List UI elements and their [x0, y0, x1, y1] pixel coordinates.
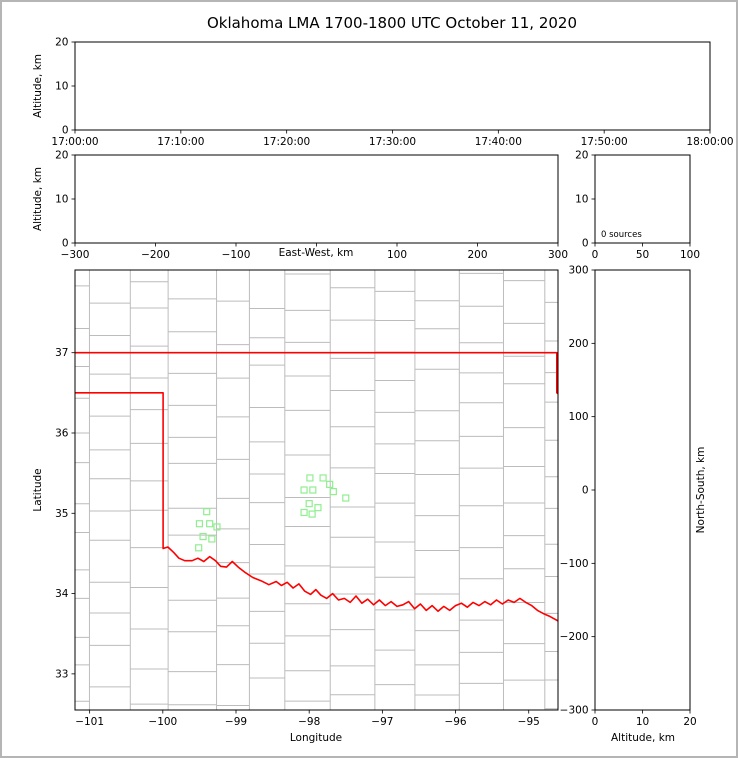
tick-label: 200 [568, 338, 588, 350]
tick-label: 33 [55, 668, 68, 680]
map-content [75, 270, 558, 710]
ns-height-xticks: 0 10 20 [592, 710, 697, 728]
histogram-xticks: 0 50 100 [592, 243, 700, 261]
tick-label: −200 [141, 249, 170, 261]
tick-label: −300 [61, 249, 90, 261]
time-tick-label: 17:30:00 [369, 136, 416, 148]
tick-label: 0 [62, 125, 69, 137]
time-height-xticks: 17:00:00 17:10:00 17:20:00 17:30:00 17:40:00… [51, 130, 734, 148]
map-xlabel: Longitude [290, 732, 342, 744]
map-xticks: −101 −100 −99 −98 −97 −96 −95 [75, 710, 540, 728]
time-height-frame [74, 41, 711, 131]
state-border-line [75, 391, 558, 622]
ew-height-ylabel: Altitude, km [32, 167, 44, 231]
ns-height-xlabel: Altitude, km [611, 732, 675, 744]
tick-label: 0 [582, 485, 589, 497]
ew-height-frame [74, 154, 559, 244]
histogram-yticks: 0 10 20 [575, 150, 595, 250]
tick-label: −100 [222, 249, 251, 261]
tick-label: −100 [560, 558, 589, 570]
tick-label: −98 [298, 716, 320, 728]
station-marker [206, 520, 214, 528]
tick-label: 50 [636, 249, 649, 261]
station-marker [208, 535, 216, 543]
time-tick-label: 17:00:00 [51, 136, 98, 148]
figure-title: Oklahoma LMA 1700-1800 UTC October 11, 2… [207, 14, 577, 32]
station-marker [308, 510, 316, 518]
time-height-ylabel: Altitude, km [32, 54, 44, 118]
time-tick-label: 17:10:00 [157, 136, 204, 148]
tick-label: −300 [560, 705, 589, 717]
tick-label: 37 [55, 347, 68, 359]
tick-label: −95 [518, 716, 540, 728]
tick-label: −200 [560, 631, 589, 643]
time-tick-label: 17:50:00 [581, 136, 628, 148]
ew-height-xticks: −300 −200 −100 100 200 300 [61, 243, 568, 261]
time-tick-label: 18:00:00 [686, 136, 733, 148]
time-tick-label: 17:20:00 [263, 136, 310, 148]
map-yticks: 33 34 35 36 37 [55, 347, 75, 680]
tick-label: 0 [582, 238, 589, 250]
tick-label: 100 [680, 249, 700, 261]
station-marker [329, 488, 337, 496]
ew-height-xlabel: East-West, km [279, 247, 354, 259]
county-boundaries [75, 270, 558, 710]
station-marker [319, 474, 327, 482]
tick-label: 20 [55, 37, 68, 49]
tick-label: −100 [148, 716, 177, 728]
tick-label: −101 [75, 716, 104, 728]
tick-label: 10 [55, 194, 68, 206]
ns-height-ylabel: North-South, km [695, 447, 707, 534]
tick-label: 200 [467, 249, 487, 261]
time-height-yticks: 0 10 20 [55, 37, 75, 137]
tick-label: 36 [55, 427, 69, 439]
tick-label: 0 [592, 249, 599, 261]
tick-label: −96 [444, 716, 466, 728]
ns-height-frame [594, 269, 691, 711]
state-border-line [75, 351, 558, 395]
station-marker [306, 474, 314, 482]
tick-label: 34 [55, 588, 69, 600]
station-marker [326, 480, 334, 488]
station-marker [314, 504, 322, 512]
station-marker [199, 532, 207, 541]
tick-label: 10 [55, 81, 68, 93]
tick-label: 0 [592, 716, 599, 728]
tick-label: 20 [575, 150, 588, 162]
sources-count-label: 0 sources [601, 230, 642, 240]
lma-stations [195, 474, 350, 552]
tick-label: 20 [683, 716, 696, 728]
tick-label: 0 [62, 238, 69, 250]
station-marker [309, 486, 317, 494]
station-marker [195, 544, 203, 552]
station-marker [342, 494, 350, 502]
map-frame [74, 269, 559, 711]
time-tick-label: 17:40:00 [475, 136, 522, 148]
tick-label: 10 [575, 194, 588, 206]
histogram-frame [594, 154, 691, 244]
tick-label: −97 [371, 716, 393, 728]
tick-label: −99 [225, 716, 247, 728]
ns-height-yticks: −300 −200 −100 0 100 200 300 [560, 265, 595, 717]
station-marker [195, 520, 204, 528]
tick-label: 20 [55, 150, 68, 162]
station-marker [203, 508, 211, 516]
tick-label: 300 [548, 249, 568, 261]
state-border [75, 351, 558, 622]
station-marker [213, 523, 221, 531]
tick-label: 300 [568, 265, 588, 277]
station-marker [305, 500, 313, 508]
map-ylabel: Latitude [32, 468, 44, 511]
tick-label: 100 [568, 411, 588, 423]
station-marker [300, 486, 308, 494]
plot-panels: 17:00:00 17:10:00 17:20:00 17:30:00 17:40:00… [51, 37, 733, 729]
tick-label: 35 [55, 508, 68, 520]
ew-height-yticks: 0 10 20 [55, 150, 75, 250]
station-marker [300, 508, 308, 517]
tick-label: 10 [636, 716, 649, 728]
tick-label: 100 [387, 249, 407, 261]
